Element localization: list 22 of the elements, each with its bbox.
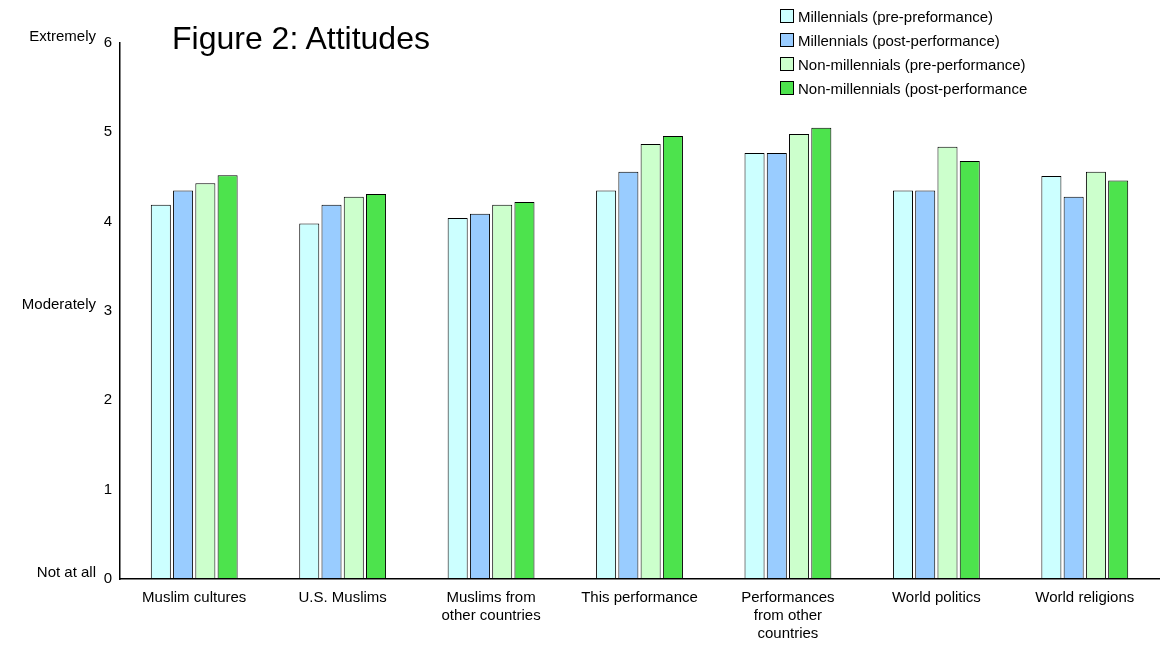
text: Not at all	[36, 563, 96, 581]
y-tick-label: 1	[103, 479, 112, 497]
x-tick-label: Performances from other countries	[741, 588, 835, 642]
y-tick-label: 0	[103, 569, 112, 587]
y-tick-label: 3	[103, 301, 112, 319]
legend-label: Non-millennials (post-performance	[798, 79, 1028, 97]
x-tick-label: World religions	[1035, 588, 1135, 606]
x-tick-label: U.S. Muslims	[298, 588, 387, 606]
x-tick-label: World politics	[891, 588, 981, 606]
x-tick-label: This performance	[581, 588, 698, 606]
y-tick-label: 2	[103, 390, 112, 408]
x-tick-label: Muslims from other countries	[441, 588, 541, 624]
legend-label: Millennials (pre-preformance)	[798, 7, 994, 25]
text: Moderately	[21, 295, 97, 313]
chart-title: Figure 2: Attitudes	[172, 20, 430, 57]
y-tick-label: 6	[103, 33, 112, 51]
y-tick-label: 4	[103, 211, 112, 229]
legend-label: Millennials (post-performance)	[798, 31, 1000, 49]
text: Extremely	[29, 27, 97, 45]
y-tick-label: 5	[103, 122, 112, 140]
x-tick-label: Muslim cultures	[142, 588, 247, 606]
legend-label: Non-millennials (pre-performance)	[798, 55, 1026, 73]
